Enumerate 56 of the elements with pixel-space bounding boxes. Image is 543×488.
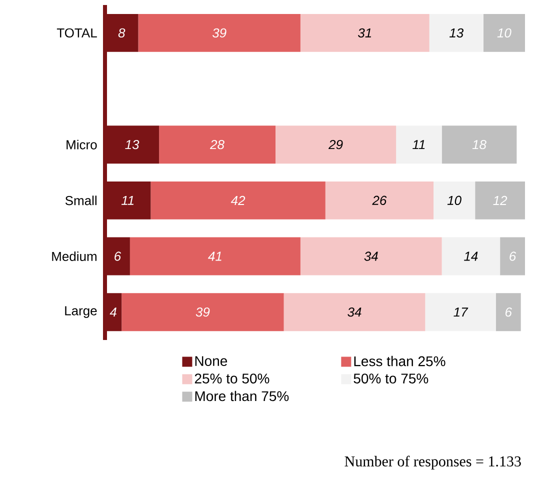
data-label: 34 [348,307,362,317]
bar [130,237,300,276]
bar [500,237,526,276]
data-label: 39 [212,28,226,38]
bar [325,181,434,220]
y-tick-label: TOTAL [56,28,97,38]
data-label: 6 [510,252,516,261]
data-label: 10 [497,28,512,38]
data-label: 26 [372,196,387,206]
data-label: 8 [118,28,126,38]
bar [442,126,517,164]
data-label: 29 [328,140,343,150]
bar [434,181,476,220]
bar [425,293,496,332]
data-label: 41 [208,252,222,261]
data-label: 10 [447,196,462,206]
bar [442,237,500,276]
data-label: 4 [110,308,116,317]
bar [159,126,276,164]
bar [496,293,521,332]
data-label: 42 [230,196,246,205]
data-label: 17 [454,308,468,317]
data-label: 18 [472,140,486,150]
data-label: 31 [358,28,372,38]
bar [300,237,442,276]
data-label: 6 [505,307,512,317]
bar [396,126,442,164]
bar [122,293,284,332]
bar [475,181,526,220]
data-label: 28 [210,140,224,150]
y-tick-label: Micro [66,140,97,150]
data-label: 11 [412,140,425,150]
bar [138,14,300,52]
legend-label: More than 75% [195,390,289,402]
legend-label: 50% to 75% [354,374,428,384]
data-label: 11 [121,196,134,205]
bar [300,14,430,52]
data-label: 14 [464,252,478,261]
bar [483,14,526,52]
data-label: 6 [114,252,122,261]
bar [429,14,484,52]
y-tick-label: Large [65,306,97,318]
data-label: 34 [364,252,378,261]
data-label: 39 [196,307,210,317]
bar [150,181,326,220]
bar [276,126,396,164]
data-label: 13 [449,28,464,38]
legend-label: Less than 25% [354,356,446,366]
legend-label: 25% to 50% [194,374,270,384]
data-label: 13 [125,140,140,150]
bar [284,293,426,332]
y-tick-label: Medium [52,251,96,262]
legend-label: None [195,356,228,366]
text: Number of responses = 1.133 [344,456,521,470]
data-label: 12 [493,196,508,205]
y-tick-label: Small [65,196,96,206]
